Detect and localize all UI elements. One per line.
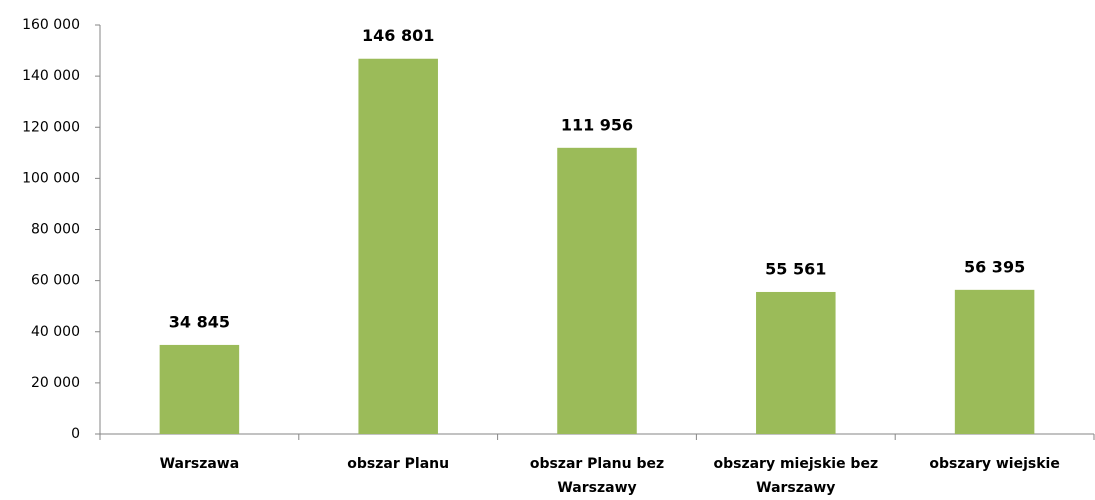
- y-tick-label: 100 000: [22, 170, 80, 186]
- data-label: 111 956: [561, 115, 633, 134]
- y-tick-label: 140 000: [22, 68, 80, 84]
- bar: [954, 289, 1035, 434]
- x-tick-label: obszar Planu: [347, 456, 450, 472]
- bar: [756, 291, 836, 434]
- y-tick-label: 40 000: [31, 324, 80, 340]
- data-label: 34 845: [169, 312, 230, 331]
- x-tick-label: Warszawa: [159, 456, 240, 472]
- data-label: 55 561: [765, 259, 826, 278]
- x-tick-label: obszar Planu bez Warszawy: [529, 456, 665, 496]
- y-tick-label: 120 000: [22, 119, 80, 135]
- bar: [358, 58, 438, 435]
- x-tick-label: obszary miejskie bez Warszawy: [713, 456, 879, 496]
- y-tick-label: 0: [71, 426, 80, 442]
- bar: [557, 147, 637, 434]
- y-tick-label: 60 000: [31, 273, 80, 289]
- bar: [159, 344, 240, 434]
- y-tick-label: 80 000: [31, 222, 80, 238]
- data-label: 56 395: [964, 257, 1025, 276]
- y-tick-label: 20 000: [31, 375, 80, 391]
- data-label: 146 801: [362, 26, 434, 45]
- y-tick-label: 160 000: [22, 17, 80, 33]
- x-tick-label: obszary wiejskie: [929, 456, 1060, 472]
